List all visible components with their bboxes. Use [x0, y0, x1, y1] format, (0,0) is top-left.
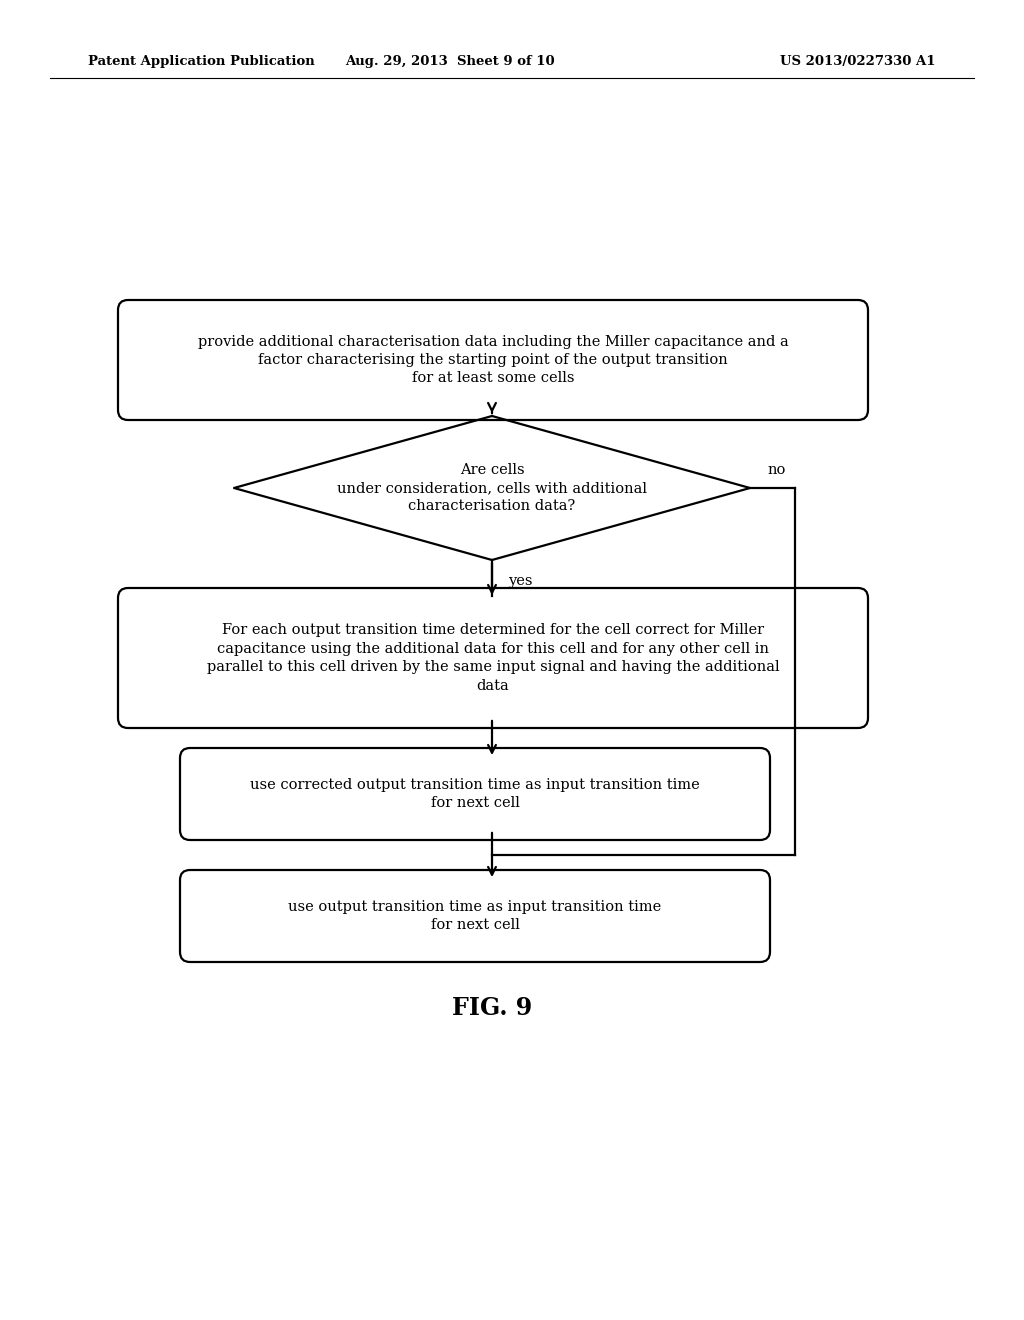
Text: Are cells
under consideration, cells with additional
characterisation data?: Are cells under consideration, cells wit…	[337, 462, 647, 513]
Polygon shape	[234, 416, 750, 560]
Text: FIG. 9: FIG. 9	[452, 997, 532, 1020]
Text: use output transition time as input transition time
for next cell: use output transition time as input tran…	[289, 900, 662, 932]
Text: US 2013/0227330 A1: US 2013/0227330 A1	[779, 55, 935, 69]
Text: Patent Application Publication: Patent Application Publication	[88, 55, 314, 69]
FancyBboxPatch shape	[180, 870, 770, 962]
Text: Aug. 29, 2013  Sheet 9 of 10: Aug. 29, 2013 Sheet 9 of 10	[345, 55, 555, 69]
FancyBboxPatch shape	[118, 300, 868, 420]
Text: For each output transition time determined for the cell correct for Miller
capac: For each output transition time determin…	[207, 623, 779, 693]
Text: provide additional characterisation data including the Miller capacitance and a
: provide additional characterisation data…	[198, 334, 788, 385]
Text: use corrected output transition time as input transition time
for next cell: use corrected output transition time as …	[250, 777, 699, 810]
FancyBboxPatch shape	[118, 587, 868, 729]
Text: no: no	[768, 463, 786, 477]
FancyBboxPatch shape	[180, 748, 770, 840]
Text: yes: yes	[508, 574, 532, 587]
